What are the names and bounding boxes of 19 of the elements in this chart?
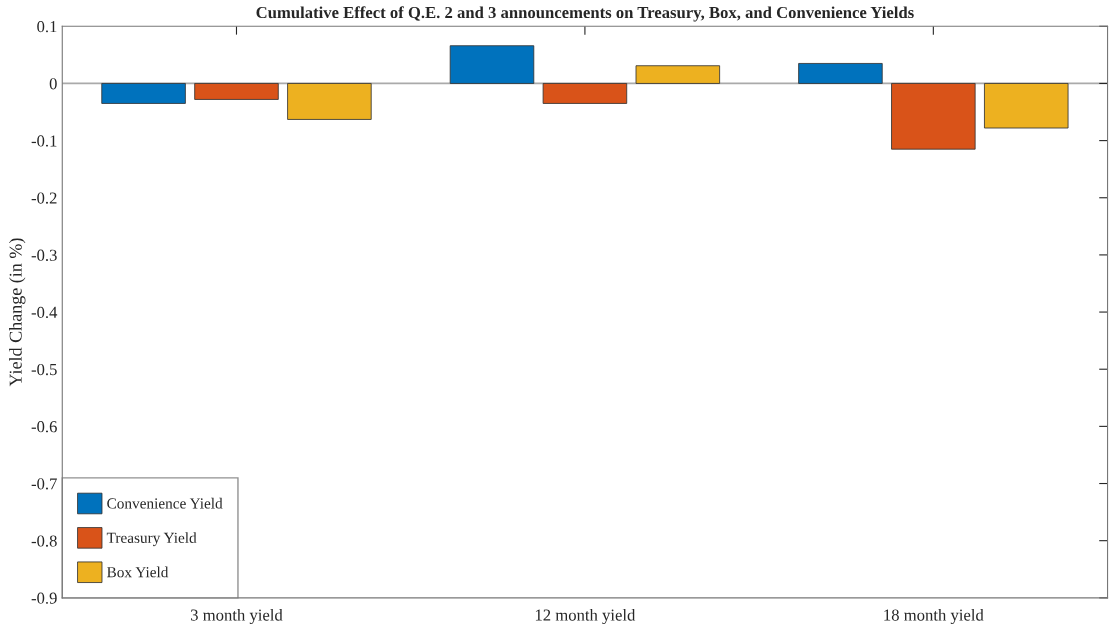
y-tick-label: -0.4	[31, 306, 58, 319]
legend-label: Treasury Yield	[106, 532, 197, 547]
y-tick-label: 0	[49, 78, 57, 90]
y-axis-title: Yield Change (in %)	[9, 238, 26, 387]
x-tick-label: 12 month yield	[535, 608, 636, 625]
y-tick-label: -0.5	[31, 363, 57, 376]
chart-title: Cumulative Effect of Q.E. 2 and 3 announcements on Treasury, Box, and Convenience Yields	[256, 6, 914, 22]
legend-label: Box Yield	[107, 566, 169, 578]
y-tick-label: -0.1	[31, 135, 57, 147]
y-tick-label: -0.9	[31, 592, 57, 604]
y-tick-label: -0.8	[31, 535, 57, 547]
y-tick-label: -0.2	[31, 192, 57, 204]
y-tick-label: -0.7	[31, 478, 57, 490]
legend-label: Convenience Yield	[107, 497, 223, 509]
y-tick-label: -0.3	[31, 249, 57, 261]
y-tick-label: -0.6	[31, 421, 57, 433]
y-tick-label: 0.1	[37, 20, 57, 33]
x-tick-label: 3 month yield	[190, 608, 283, 625]
x-tick-label: 18 month yield	[884, 608, 984, 625]
